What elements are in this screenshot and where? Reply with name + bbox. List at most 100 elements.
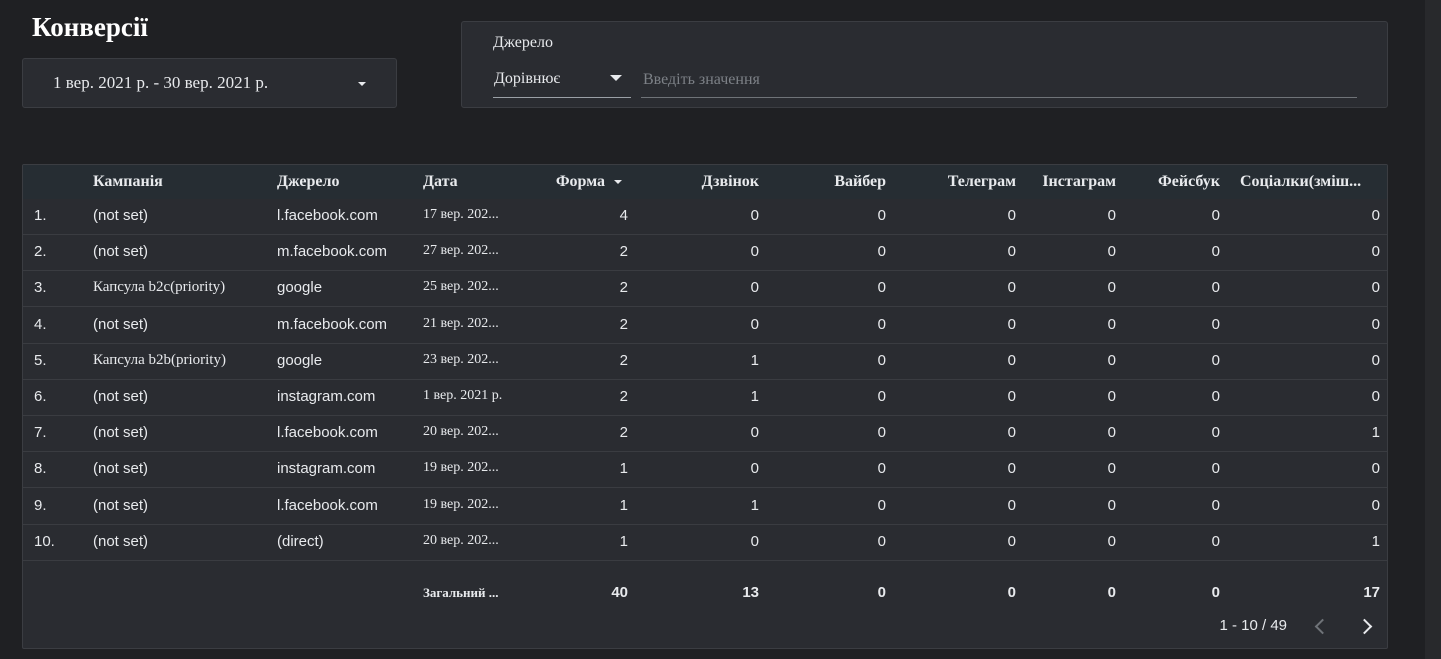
column-header[interactable]: Телеграм	[947, 173, 1016, 190]
table-header: Кампанія Джерело Дата Форма Дзвінок Вайбер Тел…	[23, 165, 1387, 199]
table-cell: 0	[877, 460, 886, 478]
table-cell: 0	[750, 279, 759, 297]
table-cell: 0	[1371, 279, 1380, 297]
table-row: 4. (not set) m.facebook.com 21 вер. 202... 2…	[23, 307, 1387, 344]
value-input[interactable]: Введіть значення	[641, 66, 1357, 98]
date-picker[interactable]: 1 вер. 2021 р. - 30 вер. 2021 р.	[22, 58, 397, 108]
scrollbar[interactable]	[1425, 0, 1441, 659]
column-header[interactable]: Джерело	[277, 173, 340, 190]
table-cell: 19 вер. 202...	[423, 496, 499, 512]
totals-value: 17	[1363, 584, 1380, 601]
table-cell: 0	[1371, 460, 1380, 478]
title: Конверсії	[32, 12, 148, 42]
table-cell: instagram.com	[277, 388, 376, 405]
table-cell: (not set)	[93, 207, 149, 224]
column-header[interactable]: Форма	[555, 173, 605, 190]
table-cell: 0	[1211, 351, 1220, 369]
table-cell: 0	[1211, 424, 1220, 442]
table-cell: 27 вер. 202...	[423, 243, 499, 259]
table-cell: 1	[750, 496, 759, 514]
table-cell: 0	[1007, 243, 1016, 261]
row-index: 8.	[34, 460, 47, 478]
table-cell: 0	[1211, 207, 1220, 224]
table-cell: (not set)	[93, 315, 149, 333]
column-header[interactable]: Вайбер	[834, 173, 886, 190]
table-row: 5. Капсула b2b(priority) google 23 вер. 202…	[23, 343, 1387, 380]
column-header[interactable]: Кампанія	[93, 173, 163, 190]
table-cell: 0	[1107, 460, 1116, 478]
totals-value: 0	[1211, 584, 1220, 601]
table-cell: 0	[877, 496, 886, 514]
column-header[interactable]: Фейсбук	[1158, 173, 1220, 190]
date-range: 1 вер. 2021 р. - 30 вер. 2021 р.	[53, 73, 269, 92]
table-cell: 0	[750, 532, 759, 550]
table-cell: 4	[619, 207, 628, 224]
table-cell: 0	[1371, 351, 1380, 369]
table-footer: 1 - 10 / 49 Загальний ... 40 13 0 0 0 0 17	[23, 561, 1387, 648]
table-cell: 19 вер. 202...	[423, 460, 499, 476]
table-cell: 0	[750, 460, 759, 478]
row-index: 7.	[34, 424, 47, 442]
table-cell: 0	[1371, 207, 1380, 224]
table-cell: Капсула b2b(priority)	[93, 351, 226, 368]
table-cell: (not set)	[93, 424, 149, 442]
totals-value: 0	[1007, 584, 1016, 601]
table-cell: (not set)	[93, 460, 149, 478]
table-cell: 0	[1107, 351, 1116, 369]
table-row: 3. Капсула b2c(priority) google 25 вер. 202…	[23, 270, 1387, 308]
table-cell: 23 вер. 202...	[423, 351, 499, 367]
totals-value: 0	[877, 584, 886, 601]
table-cell: 0	[1371, 243, 1380, 261]
prev-page[interactable]	[1314, 618, 1331, 635]
filter-panel: Джерело Дорівнює Введіть значення	[461, 21, 1388, 108]
table-cell: 1	[1371, 424, 1380, 442]
column-header[interactable]: Дзвінок	[701, 173, 759, 190]
table-cell: instagram.com	[277, 460, 376, 478]
operator: Дорівнює	[494, 70, 561, 87]
table-cell: 20 вер. 202...	[423, 424, 499, 440]
row-index: 2.	[34, 243, 47, 261]
operator-dropdown[interactable]: Дорівнює	[493, 66, 631, 98]
table-row: 8. (not set) instagram.com 19 вер. 202... 1 0…	[23, 451, 1387, 489]
sort-indicator	[614, 180, 622, 184]
totals-value: 40	[611, 584, 628, 601]
table-cell: 0	[1107, 207, 1116, 224]
table-cell: 0	[1107, 424, 1116, 442]
table-cell: 0	[1107, 388, 1116, 405]
table-cell: 1	[619, 496, 628, 514]
table-cell: google	[277, 279, 323, 297]
table-cell: 0	[1007, 207, 1016, 224]
table-cell: 0	[877, 243, 886, 261]
table-cell: 2	[619, 243, 628, 261]
table-cell: 0	[1211, 460, 1220, 478]
table-cell: 17 вер. 202...	[423, 207, 499, 222]
table-cell: 0	[1007, 496, 1016, 514]
table-cell: 2	[619, 315, 628, 333]
table-cell: 2	[619, 424, 628, 442]
next-page[interactable]	[1356, 618, 1373, 635]
column-header[interactable]: Соціалки(зміш...	[1240, 173, 1362, 190]
table-cell: 0	[877, 532, 886, 550]
table-cell: 2	[619, 279, 628, 297]
table-cell: 0	[1007, 460, 1016, 478]
table-row: 10. (not set) (direct) 20 вер. 202... 1 0 0 0 0 0…	[23, 524, 1387, 561]
table-row: 9. (not set) l.facebook.com 19 вер. 202... 1…	[23, 488, 1387, 525]
table-cell: 0	[1371, 496, 1380, 514]
column-header[interactable]: Інстаграм	[1042, 173, 1116, 190]
table-cell: 0	[877, 207, 886, 224]
table-cell: 20 вер. 202...	[423, 532, 499, 548]
table-cell: 0	[1107, 532, 1116, 550]
table-cell: (direct)	[277, 532, 324, 550]
table-cell: 0	[877, 279, 886, 297]
table-cell: 1	[1371, 532, 1380, 550]
table-cell: l.facebook.com	[277, 424, 378, 442]
table-cell: 0	[750, 243, 759, 261]
totals-value: 13	[742, 584, 759, 601]
table-cell: 0	[877, 351, 886, 369]
table-cell: 0	[750, 315, 759, 333]
totals-label: Загальний ...	[423, 585, 499, 600]
column-header[interactable]: Дата	[423, 173, 458, 190]
table-cell: (not set)	[93, 532, 149, 550]
table-cell: (not set)	[93, 496, 149, 514]
table-cell: 0	[1007, 424, 1016, 442]
